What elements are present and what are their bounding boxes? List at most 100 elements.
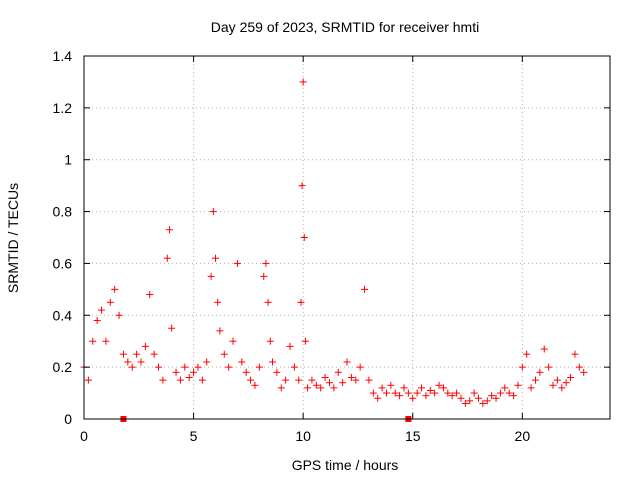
data-point (297, 298, 305, 306)
data-point (580, 368, 588, 376)
x-tick-label: 0 (80, 428, 88, 444)
data-point (251, 381, 259, 389)
data-point (479, 399, 487, 407)
data-point (553, 376, 561, 384)
data-point (378, 384, 386, 392)
data-point (194, 363, 202, 371)
data-point (207, 272, 215, 280)
data-point (356, 363, 364, 371)
data-point (299, 78, 307, 86)
data-point (426, 386, 434, 394)
data-point (229, 337, 237, 345)
y-tick-label: 1.2 (53, 100, 73, 116)
data-point (343, 358, 351, 366)
data-point (203, 358, 211, 366)
data-point (102, 337, 110, 345)
data-point (115, 311, 123, 319)
data-point (155, 363, 163, 371)
y-tick-label: 1.4 (53, 48, 73, 64)
data-point (396, 392, 404, 400)
x-tick-label: 5 (190, 428, 198, 444)
data-point (181, 363, 189, 371)
data-point (361, 285, 369, 293)
data-point (369, 389, 377, 397)
data-point (435, 381, 443, 389)
data-point (209, 208, 217, 216)
data-point (444, 389, 452, 397)
data-point (133, 350, 141, 358)
y-tick-label: 0.8 (53, 204, 73, 220)
data-point (488, 392, 496, 400)
data-point (387, 381, 395, 389)
data-point (339, 379, 347, 387)
data-point (536, 368, 544, 376)
data-point (439, 384, 447, 392)
data-point (106, 298, 114, 306)
data-point (571, 350, 579, 358)
data-point (141, 342, 149, 350)
data-point (198, 376, 206, 384)
x-axis-label: GPS time / hours (292, 457, 399, 473)
data-point (124, 358, 132, 366)
data-point (255, 363, 263, 371)
data-point (496, 389, 504, 397)
data-point (391, 389, 399, 397)
data-point (146, 291, 154, 299)
data-point (247, 376, 255, 384)
data-point (137, 358, 145, 366)
data-point (466, 397, 474, 405)
data-point (216, 327, 224, 335)
data-point (400, 384, 408, 392)
data-point (514, 381, 522, 389)
data-point (422, 392, 430, 400)
data-point (238, 358, 246, 366)
data-point (290, 363, 298, 371)
data-point (84, 376, 92, 384)
y-tick-label: 0.4 (53, 307, 73, 323)
data-point (190, 368, 198, 376)
data-point (523, 350, 531, 358)
axis-ticks: 0 5 10 15 20 0 0.2 0.4 0.6 0.8 1 1.2 1.4 (53, 48, 610, 444)
data-point (268, 358, 276, 366)
data-point (220, 350, 228, 358)
y-axis-label: SRMTID / TECUs (5, 183, 21, 293)
data-point (304, 384, 312, 392)
plot-frame (83, 55, 611, 420)
data-point (365, 376, 373, 384)
data-point (150, 350, 158, 358)
data-point (505, 389, 513, 397)
data-point (298, 182, 306, 190)
data-point (347, 374, 355, 382)
data-point (159, 376, 167, 384)
data-point (233, 259, 241, 267)
data-point (374, 394, 382, 402)
data-point (300, 234, 308, 241)
data-point (334, 368, 342, 376)
data-point (282, 376, 290, 384)
x-tick-label: 20 (515, 428, 531, 444)
y-tick-label: 0.6 (53, 255, 73, 271)
data-point (176, 376, 184, 384)
data-point (453, 389, 461, 397)
data-point (262, 259, 270, 267)
data-point (418, 384, 426, 392)
data-point (518, 363, 526, 371)
data-point (273, 368, 281, 376)
data-point (501, 384, 509, 392)
data-point (165, 226, 173, 234)
data-point (266, 337, 274, 345)
data-point (277, 384, 285, 392)
data-point (295, 376, 303, 384)
data-point (111, 285, 119, 293)
data-point (562, 379, 570, 387)
data-point (549, 381, 557, 389)
y-tick-label: 0 (64, 411, 72, 427)
data-point (172, 368, 180, 376)
data-point (431, 389, 439, 397)
data-point (492, 394, 500, 402)
data-point (382, 389, 390, 397)
data-point (225, 363, 233, 371)
data-point (185, 374, 193, 382)
data-point (457, 394, 465, 402)
data-point (470, 389, 478, 397)
